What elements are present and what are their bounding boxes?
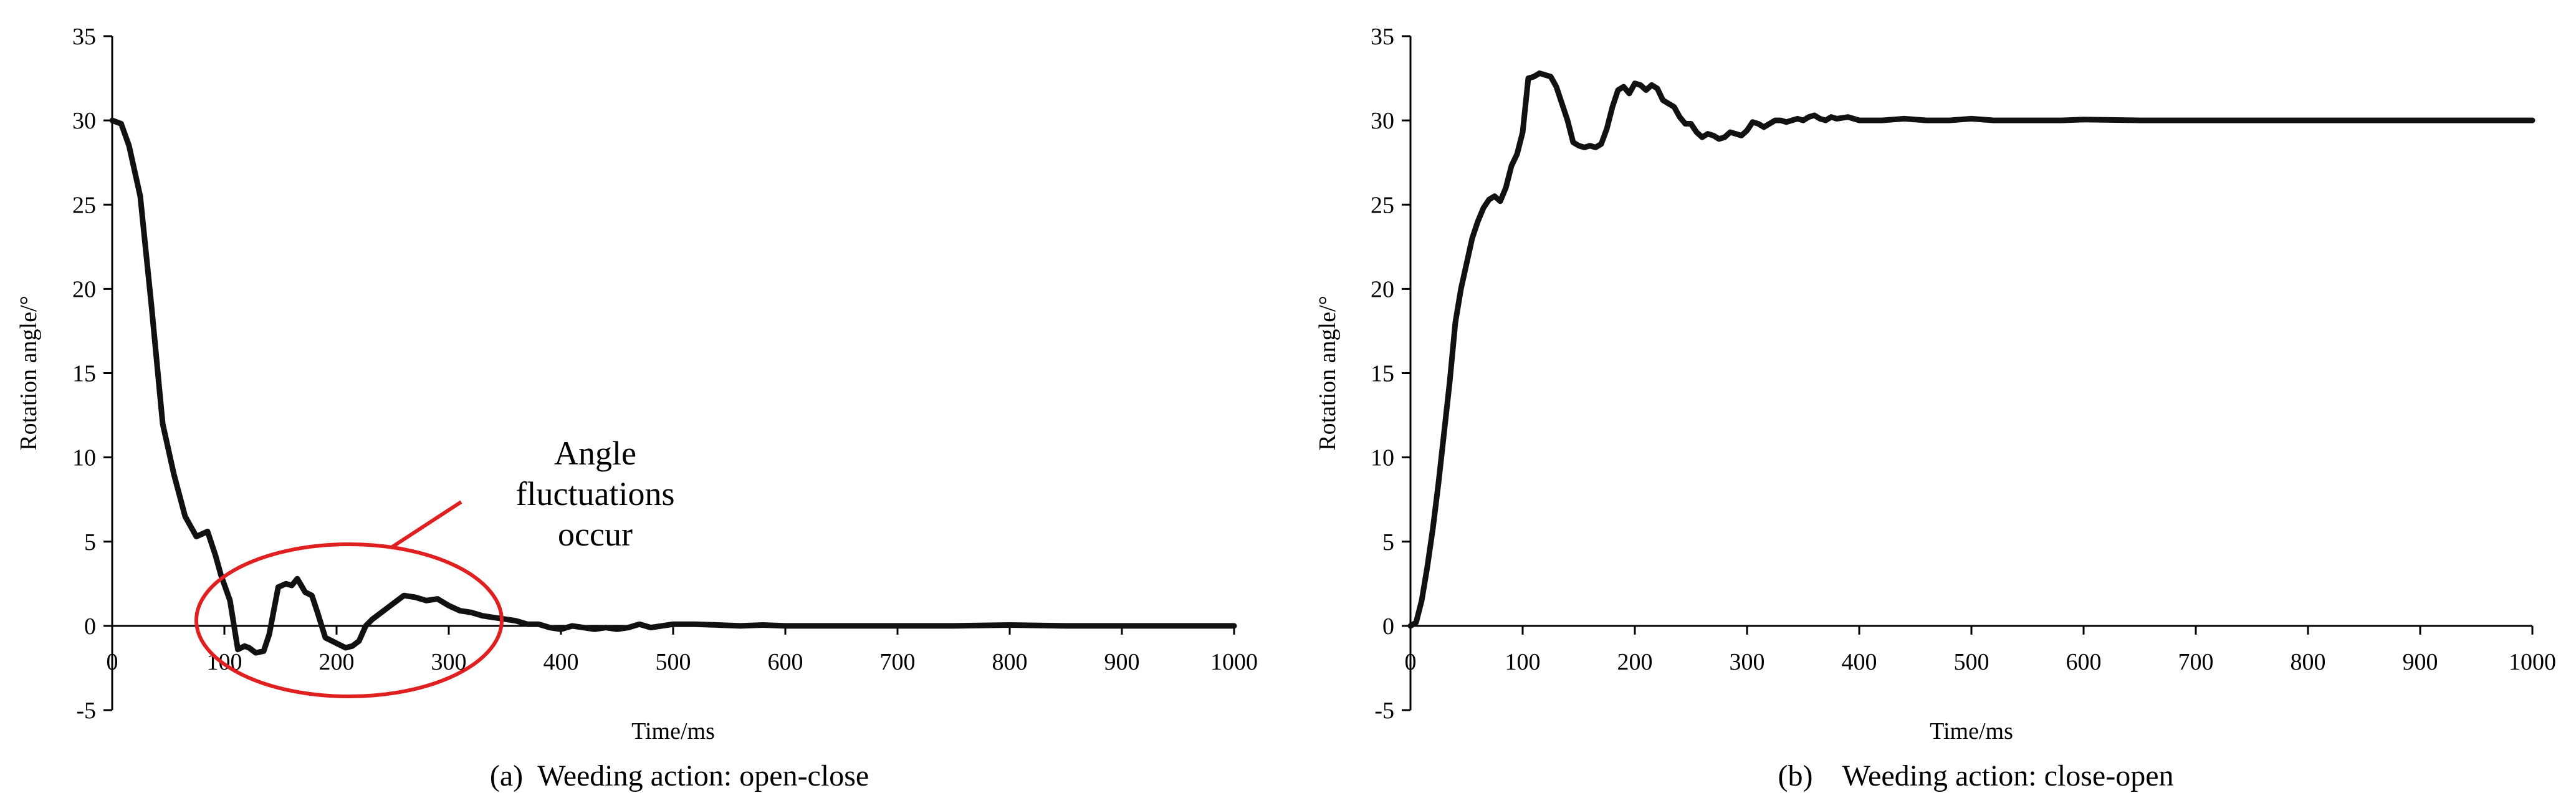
y-tick-label: 5	[1382, 529, 1394, 556]
y-tick-label: 15	[72, 361, 96, 387]
y-tick-label: -5	[76, 698, 96, 724]
panel-b-close-open: -5 0 5 10 15 20 25 30 35 0 100 200 300 400 500 600 700 8…	[1314, 24, 2556, 792]
y-tick-label: 30	[1371, 108, 1394, 134]
x-tick-label: 500	[656, 649, 691, 675]
y-tick-label: 25	[72, 192, 96, 218]
x-tick-label: 200	[319, 649, 355, 675]
x-tick-label: 400	[543, 649, 579, 675]
x-tick-label: 1000	[1210, 649, 1258, 675]
x-tick-label: 0	[107, 649, 118, 675]
y-tick-label: 35	[1371, 24, 1394, 50]
series-line	[109, 117, 1237, 656]
x-tick-label: 100	[1505, 649, 1541, 675]
y-tick-labels: -5 0 5 10 15 20 25 30 35	[1371, 24, 1394, 724]
y-tick-label: 10	[1371, 445, 1394, 471]
x-tick-label: 900	[2403, 649, 2438, 675]
series-line	[1407, 70, 2535, 629]
x-axis-label: Time/ms	[631, 718, 715, 744]
annotation-line-1: Angle	[554, 435, 636, 472]
x-tick-label: 700	[2178, 649, 2214, 675]
x-tick-label: 1000	[2509, 649, 2556, 675]
x-tick-label: 800	[2291, 649, 2326, 675]
y-tick-labels: -5 0 5 10 15 20 25 30 35	[72, 24, 96, 724]
annotation: Angle fluctuations occur	[194, 435, 675, 698]
y-tick-label: 10	[72, 445, 96, 471]
x-tick-label: 0	[1405, 649, 1417, 675]
y-tick-label: 20	[72, 276, 96, 302]
y-tick-label: 0	[84, 613, 96, 640]
x-tick-label: 300	[1730, 649, 1765, 675]
panel-caption: (b) Weeding action: close-open	[1778, 759, 2173, 792]
x-tick-label: 800	[992, 649, 1028, 675]
y-tick-label: 25	[1371, 192, 1394, 218]
y-tick-label: 15	[1371, 361, 1394, 387]
y-tick-label: 30	[72, 108, 96, 134]
annotation-line-3: occur	[558, 516, 633, 553]
x-axis-label: Time/ms	[1930, 718, 2013, 744]
y-axis-label: Rotation angle/°	[1314, 296, 1341, 450]
y-tick-label: 0	[1382, 613, 1394, 640]
y-axis-label: Rotation angle/°	[16, 296, 42, 450]
annotation-ellipse	[194, 542, 504, 698]
x-tick-label: 200	[1617, 649, 1653, 675]
y-tick-label: 35	[72, 24, 96, 50]
annotation-leader-line	[390, 500, 462, 549]
x-tick-labels: 0 100 200 300 400 500 600 700 800 900 1000	[1405, 649, 2557, 675]
y-tick-label: 20	[1371, 276, 1394, 302]
y-tick-label: 5	[84, 529, 96, 556]
x-tick-labels: 0 100 200 300 400 500 600 700 800 900 1000	[107, 649, 1258, 675]
x-tick-label: 700	[880, 649, 916, 675]
panel-caption: (a) Weeding action: open-close	[490, 759, 869, 792]
x-tick-label: 900	[1104, 649, 1140, 675]
y-tick-label: -5	[1374, 698, 1394, 724]
x-tick-label: 600	[768, 649, 803, 675]
x-tick-label: 500	[1954, 649, 1989, 675]
x-tick-label: 400	[1842, 649, 1877, 675]
x-tick-label: 600	[2066, 649, 2102, 675]
annotation-line-2: fluctuations	[516, 475, 675, 512]
